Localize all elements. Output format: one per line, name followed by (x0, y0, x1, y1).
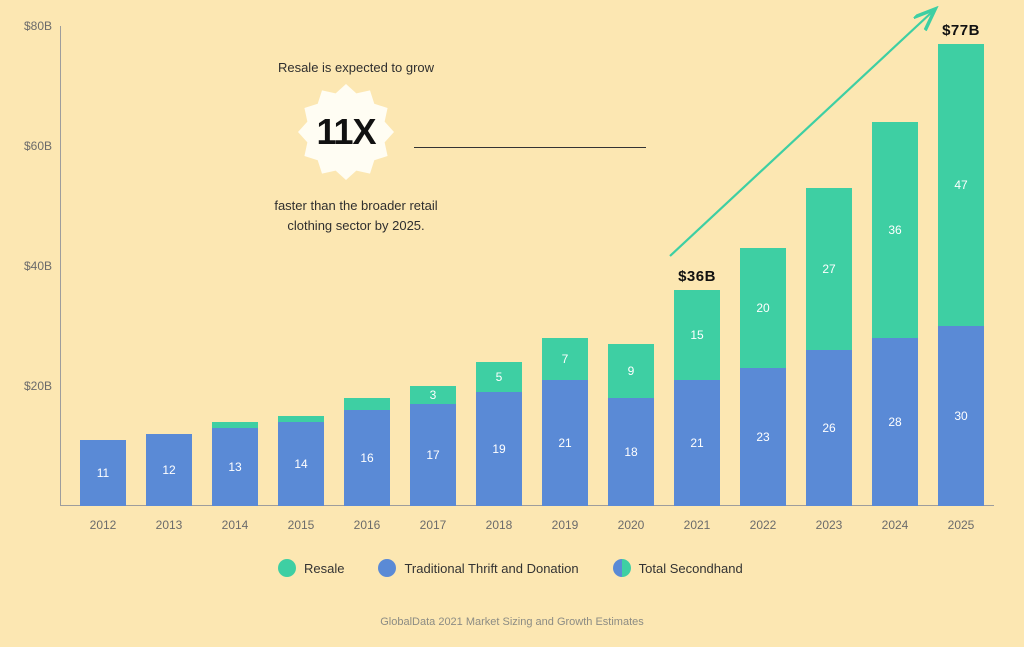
growth-arrow (0, 0, 1024, 647)
chart-canvas: 1112131416173195217189211523202627283630… (0, 0, 1024, 647)
